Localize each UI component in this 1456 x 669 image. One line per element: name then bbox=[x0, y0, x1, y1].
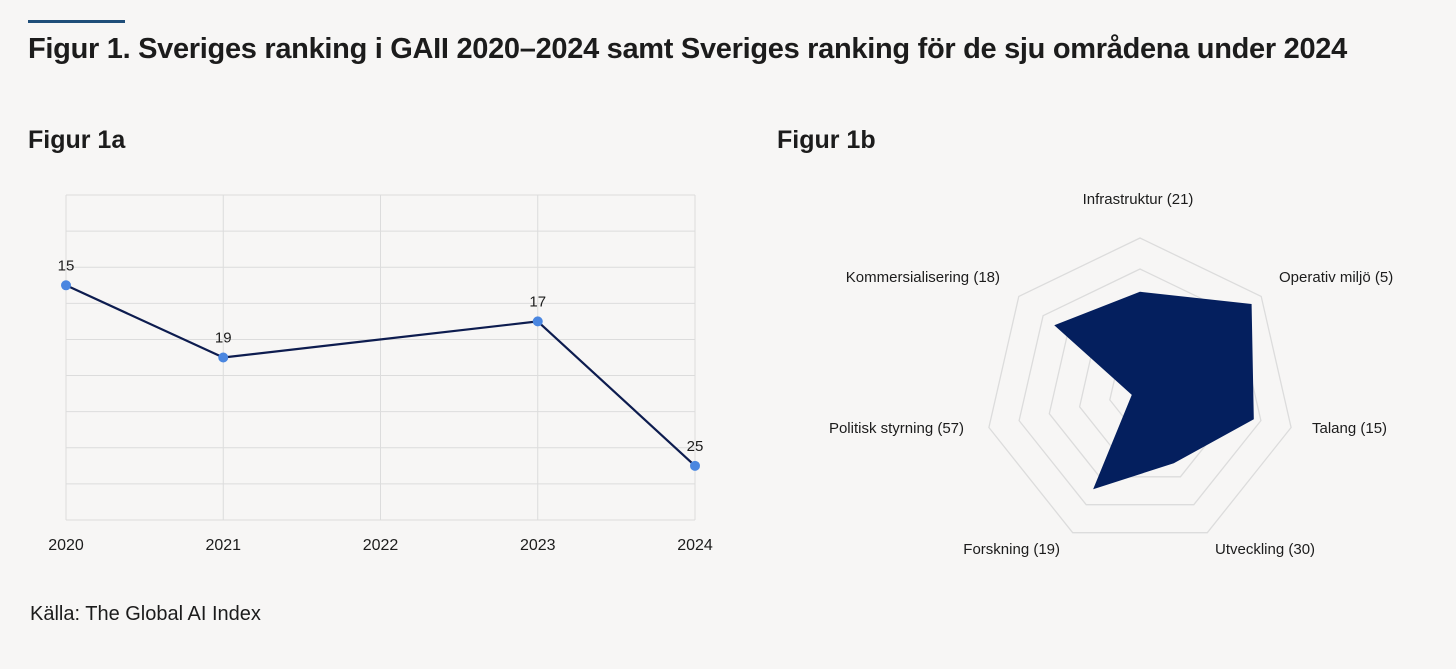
radar-axis-label: Politisk styrning (57) bbox=[829, 420, 964, 437]
series-line bbox=[65, 284, 696, 467]
radar-ring bbox=[988, 237, 1292, 534]
data-point bbox=[61, 280, 71, 291]
chart-title-1b: Figur 1b bbox=[777, 126, 876, 154]
x-tick-label: 2024 bbox=[677, 537, 713, 554]
x-tick-label: 2022 bbox=[363, 537, 399, 554]
line-chart-1a: 2020 2021 2022 2023 2024 15 19 17 25 bbox=[48, 194, 713, 554]
x-tick-label: 2020 bbox=[48, 537, 84, 554]
radar-axis-label: Utveckling (30) bbox=[1215, 541, 1315, 558]
radar-axis-label: Forskning (19) bbox=[963, 541, 1060, 558]
data-label: 19 bbox=[215, 330, 232, 347]
data-point bbox=[218, 352, 229, 363]
radar-axis-label: Operativ miljö (5) bbox=[1279, 269, 1393, 286]
radar-axis-label: Infrastruktur (21) bbox=[1083, 191, 1194, 208]
source-note: Källa: The Global AI Index bbox=[30, 603, 261, 625]
data-point bbox=[690, 460, 700, 471]
data-label: 25 bbox=[687, 438, 704, 455]
data-label: 15 bbox=[58, 257, 75, 274]
data-label: 17 bbox=[529, 293, 546, 310]
x-tick-label: 2023 bbox=[520, 537, 556, 554]
radar-axis-label: Kommersialisering (18) bbox=[846, 269, 1000, 286]
radar-axis-label: Talang (15) bbox=[1312, 420, 1387, 437]
accent-bar bbox=[28, 20, 125, 23]
page-title: Figur 1. Sveriges ranking i GAII 2020–20… bbox=[28, 33, 1347, 65]
data-point bbox=[532, 316, 543, 327]
radar-area bbox=[1054, 291, 1254, 490]
x-tick-label: 2021 bbox=[205, 537, 241, 554]
radar-chart-1b: Infrastruktur (21) Operativ miljö (5) Tala… bbox=[829, 191, 1393, 558]
chart-title-1a: Figur 1a bbox=[28, 126, 126, 154]
